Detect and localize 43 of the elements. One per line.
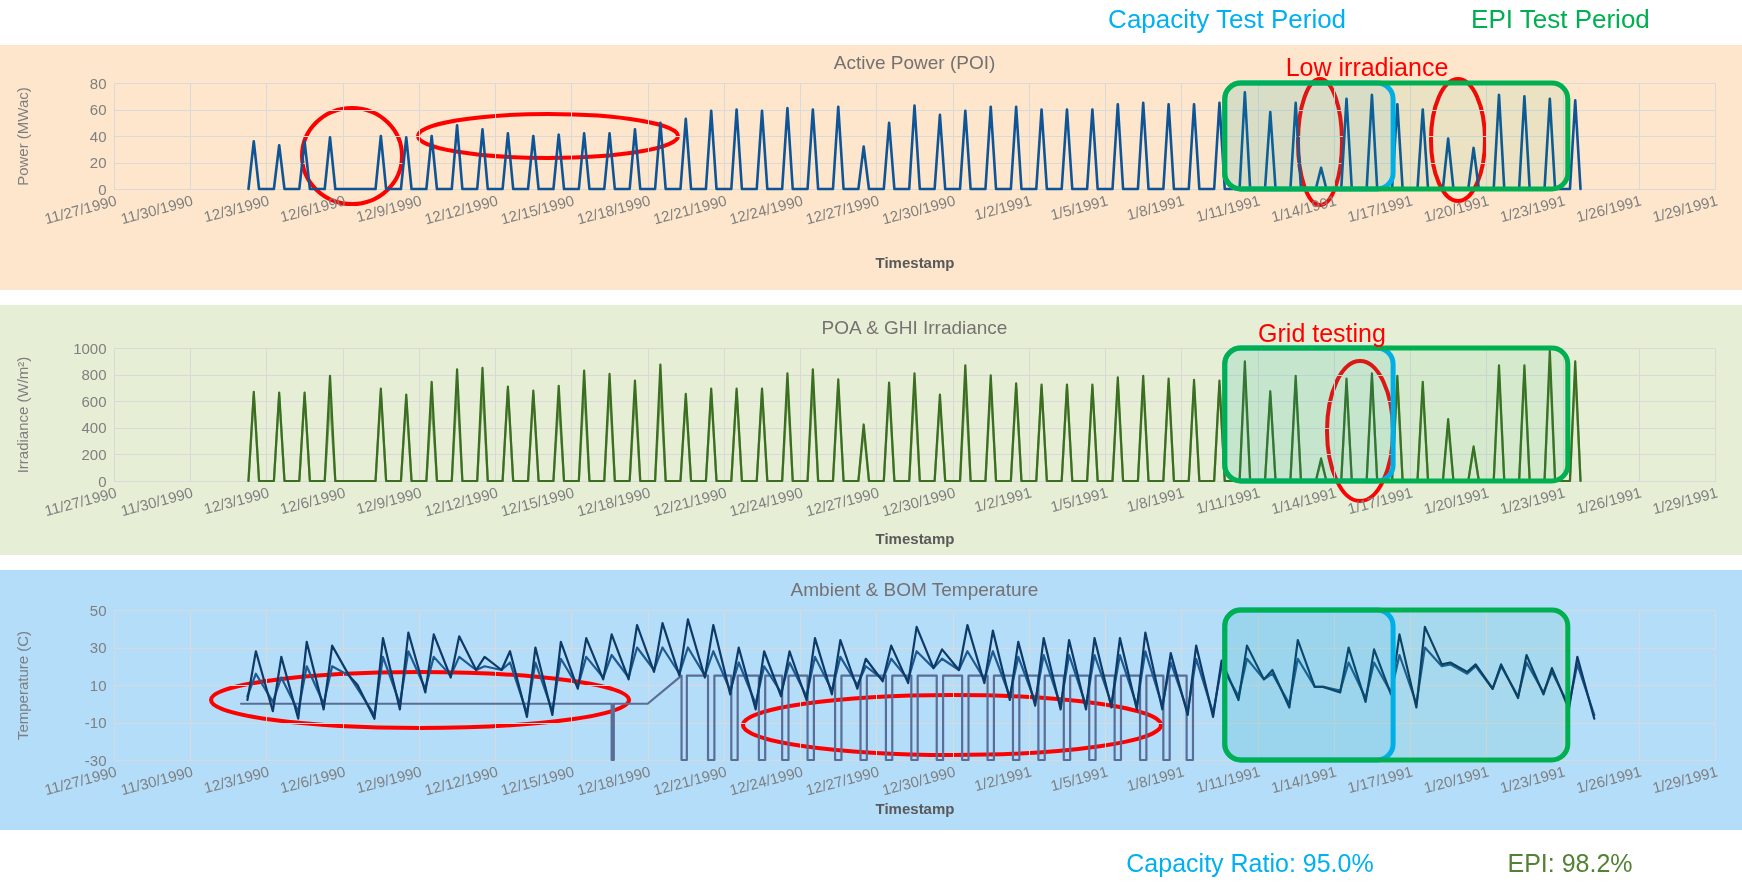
y-axis-title: Temperature (C) <box>13 630 31 741</box>
y-tick-label: 40 <box>89 127 107 145</box>
y-tick-label: 400 <box>81 419 107 437</box>
y-axis-title: Power (MWac) <box>13 87 31 186</box>
chart-title: POA & GHI Irradiance <box>821 317 1008 338</box>
text: Grid testing <box>1258 318 1386 348</box>
x-tick-label: 1/8/1991 <box>1124 483 1186 516</box>
text: Capacity Ratio: 95.0% <box>1126 848 1374 878</box>
y-tick-label: 80 <box>89 74 107 92</box>
band-label: Capacity Test Period <box>1108 3 1347 35</box>
chart-title: Active Power (POI) <box>833 52 996 73</box>
y-tick-label: 50 <box>89 601 107 619</box>
x-tick-label: 1/5/1991 <box>1048 762 1110 795</box>
y-axis-title: Irradiance (W/m²) <box>13 356 31 474</box>
y-tick-label: 200 <box>81 445 107 463</box>
x-tick-label: 1/8/1991 <box>1124 762 1186 795</box>
line-series <box>246 618 1596 720</box>
x-axis-title: Timestamp <box>875 253 955 271</box>
y-tick-label: 30 <box>89 639 107 656</box>
x-tick-label: 1/2/1991 <box>972 191 1034 224</box>
x-axis-title: Timestamp <box>875 799 955 817</box>
line-series <box>247 90 1582 191</box>
y-tick-label: 600 <box>81 392 107 410</box>
chart-title: Ambient & BOM Temperature <box>790 579 1039 600</box>
y-tick-label: -10 <box>84 714 107 731</box>
text: Low irradiance <box>1285 52 1449 82</box>
y-tick-label: 0 <box>98 180 107 198</box>
y-tick-label: -30 <box>84 751 107 769</box>
y-tick-label: 800 <box>81 366 107 384</box>
x-tick-label: 1/2/1991 <box>972 762 1034 795</box>
y-tick-label: 0 <box>98 472 107 490</box>
x-tick-label: 1/5/1991 <box>1048 483 1110 516</box>
y-tick-label: 60 <box>89 101 107 118</box>
y-tick-label: 1000 <box>73 339 107 357</box>
y-tick-label: 10 <box>89 676 107 694</box>
x-axis-title: Timestamp <box>875 529 955 547</box>
line-series <box>246 646 1596 717</box>
x-tick-label: 1/8/1991 <box>1124 191 1186 224</box>
x-tick-label: 1/2/1991 <box>972 483 1034 516</box>
text: EPI: 98.2% <box>1507 848 1633 878</box>
band-label: EPI Test Period <box>1471 3 1650 35</box>
x-tick-label: 1/5/1991 <box>1048 191 1110 224</box>
y-tick-label: 20 <box>89 154 107 171</box>
